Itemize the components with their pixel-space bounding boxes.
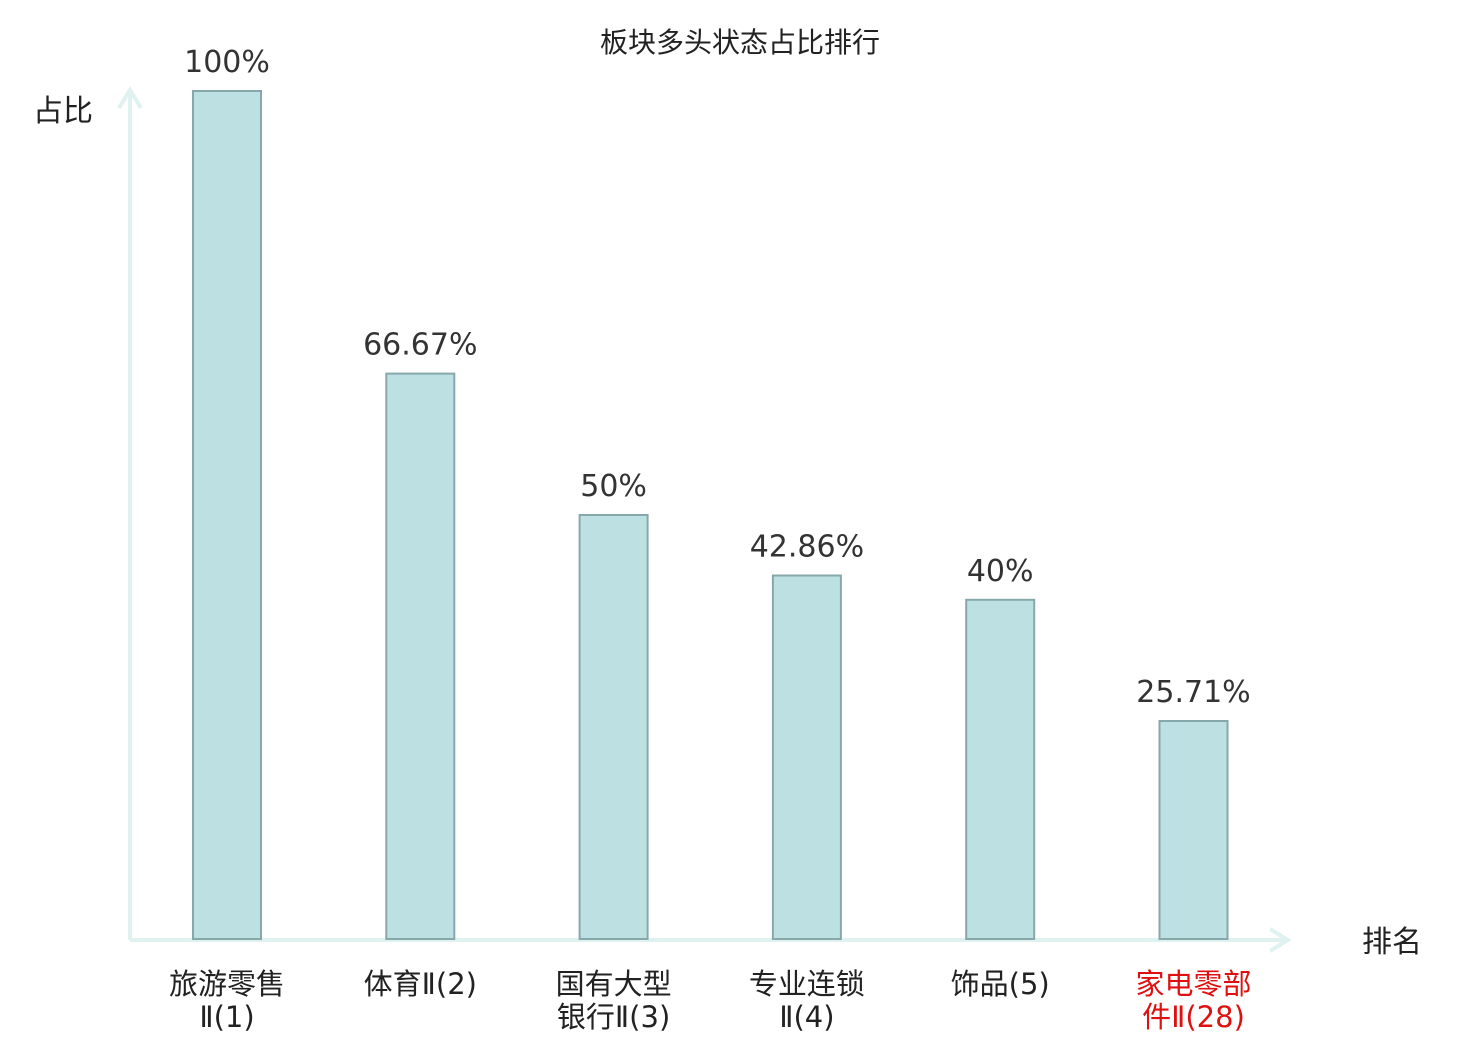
category-label-line: 件Ⅱ(28)	[1142, 1000, 1245, 1034]
category-label-2: 体育Ⅱ(2)	[364, 967, 477, 1001]
value-labels: 100% 66.67% 50% 42.86% 40% 25.71%	[184, 45, 1251, 710]
category-label-line: Ⅱ(4)	[779, 1000, 834, 1034]
category-label-4: 专业连锁 Ⅱ(4)	[749, 967, 865, 1034]
x-axis-label: 排名	[1362, 925, 1422, 960]
category-label-line: 饰品(5)	[951, 967, 1050, 1001]
category-label-line: 银行Ⅱ(3)	[557, 1000, 670, 1034]
bar-1	[192, 90, 262, 940]
category-labels: 旅游零售 Ⅱ(1) 体育Ⅱ(2) 国有大型银行Ⅱ(3) 专业连锁 Ⅱ(4) 饰品(5) 家电零…	[169, 967, 1252, 1034]
value-label-1: 100%	[184, 45, 270, 80]
value-label-2: 66.67%	[363, 328, 477, 363]
value-label-4: 42.86%	[750, 530, 864, 565]
bar-2	[385, 372, 456, 941]
category-label-line: 专业连锁	[749, 967, 865, 1001]
bar-5	[965, 598, 1036, 940]
x-axis-arrow-icon	[1268, 927, 1292, 953]
value-label-3: 50%	[580, 469, 647, 504]
category-label-line: 家电零部	[1135, 967, 1251, 1001]
chart-title: 板块多头状态占比排行	[600, 26, 880, 59]
y-axis-arrow-icon	[117, 86, 143, 110]
bar-3	[578, 514, 649, 940]
category-label-line: Ⅱ(1)	[199, 1000, 254, 1034]
bar-4	[771, 574, 842, 940]
y-axis-label: 占比	[33, 94, 93, 129]
axes	[117, 86, 1292, 953]
value-label-5: 40%	[967, 554, 1034, 589]
bar-6	[1158, 720, 1229, 940]
value-label-6: 25.71%	[1136, 675, 1250, 710]
category-label-6: 家电零部件Ⅱ(28)	[1135, 967, 1251, 1034]
category-label-line: 国有大型	[556, 967, 672, 1001]
category-label-1: 旅游零售 Ⅱ(1)	[169, 967, 285, 1034]
category-label-5: 饰品(5)	[951, 967, 1050, 1001]
category-label-line: 旅游零售	[169, 967, 285, 1001]
category-label-3: 国有大型银行Ⅱ(3)	[556, 967, 672, 1034]
category-label-line: 体育Ⅱ(2)	[364, 967, 477, 1001]
bars	[192, 90, 1229, 941]
